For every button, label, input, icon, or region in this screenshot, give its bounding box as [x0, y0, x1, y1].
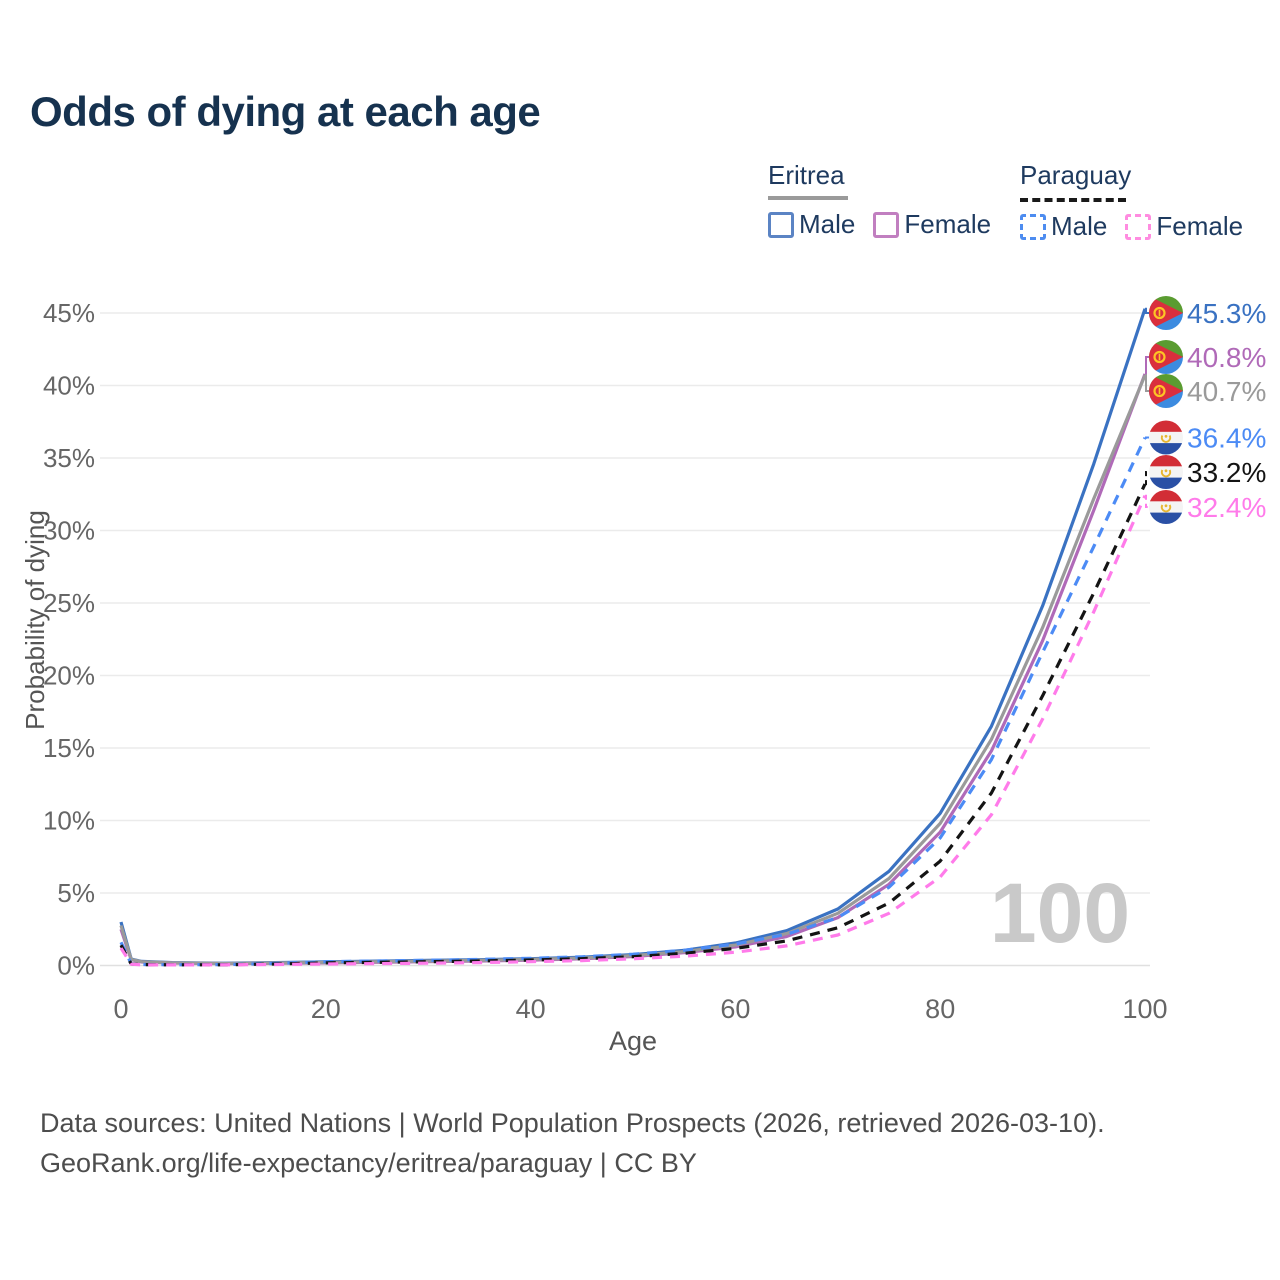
leader-line-eritrea-male: [1145, 307, 1149, 314]
x-tick-label: 20: [311, 994, 341, 1024]
leader-line-eritrea-both: [1145, 374, 1149, 392]
x-tick-label: 60: [720, 994, 750, 1024]
eritrea-flag-icon: [1149, 296, 1183, 330]
leader-line-eritrea-female: [1145, 356, 1149, 375]
y-tick-label: 35%: [43, 443, 95, 473]
end-value-label-eritrea-both: 40.7%: [1187, 376, 1266, 407]
end-value-label-eritrea-male: 45.3%: [1187, 298, 1266, 329]
x-tick-label: 40: [516, 994, 546, 1024]
eritrea-flag-icon: [1149, 340, 1183, 374]
legend-eritrea-male-label[interactable]: Male: [799, 209, 856, 239]
paraguay-flag-icon: [1149, 420, 1183, 455]
x-tick-label: 80: [925, 994, 955, 1024]
legend-paraguay-label[interactable]: Paraguay: [1020, 160, 1132, 190]
y-axis-title: Probability of dying: [20, 510, 50, 730]
y-tick-label: 45%: [43, 298, 95, 328]
legend-paraguay: Paraguay Male Female: [1020, 160, 1243, 242]
series-line-paraguay-female[interactable]: [119, 495, 1147, 967]
legend-eritrea-female-label[interactable]: Female: [904, 209, 992, 239]
end-value-label-eritrea-female: 40.8%: [1187, 342, 1266, 373]
x-axis-title: Age: [609, 1026, 657, 1056]
paraguay-flag-icon: [1149, 490, 1183, 524]
end-value-label-paraguay-male: 36.4%: [1187, 423, 1266, 454]
y-tick-label: 15%: [43, 733, 95, 763]
y-tick-label: 20%: [43, 661, 95, 691]
paraguay-flag-icon: [1149, 455, 1183, 489]
legend-paraguay-male-label[interactable]: Male: [1051, 211, 1108, 241]
y-tick-label: 40%: [43, 371, 95, 401]
legend-paraguay-female-swatch[interactable]: [1125, 213, 1152, 240]
x-tick-label: 0: [113, 994, 128, 1024]
legend-eritrea-line-sample: [768, 196, 848, 200]
leader-line-paraguay-both: [1145, 471, 1149, 486]
attribution-link[interactable]: GeoRank.org/life-expectancy/eritrea/para…: [40, 1148, 697, 1178]
y-tick-label: 0%: [57, 951, 95, 981]
y-tick-label: 30%: [43, 516, 95, 546]
y-tick-label: 10%: [43, 806, 95, 836]
legend-eritrea-male-swatch[interactable]: [768, 211, 794, 238]
end-value-label-paraguay-both: 33.2%: [1187, 457, 1266, 488]
leader-line-paraguay-female: [1145, 494, 1149, 508]
page-title: Odds of dying at each age: [30, 88, 541, 135]
legend-eritrea: Eritrea Male Female: [768, 160, 991, 240]
legend-paraguay-female-label[interactable]: Female: [1156, 211, 1244, 241]
y-tick-label: 5%: [57, 878, 95, 908]
eritrea-flag-icon: [1149, 374, 1183, 408]
data-source-note: Data sources: United Nations | World Pop…: [40, 1108, 1105, 1138]
end-value-label-paraguay-female: 32.4%: [1187, 492, 1266, 523]
legend-paraguay-line-sample: [1020, 198, 1126, 202]
legend-paraguay-male-swatch[interactable]: [1020, 213, 1046, 240]
y-tick-label: 25%: [43, 588, 95, 618]
x-tick-label: 100: [1122, 994, 1167, 1024]
legend-eritrea-female-swatch[interactable]: [873, 211, 900, 238]
age-watermark: 100: [990, 866, 1130, 960]
legend-eritrea-label[interactable]: Eritrea: [768, 160, 845, 190]
